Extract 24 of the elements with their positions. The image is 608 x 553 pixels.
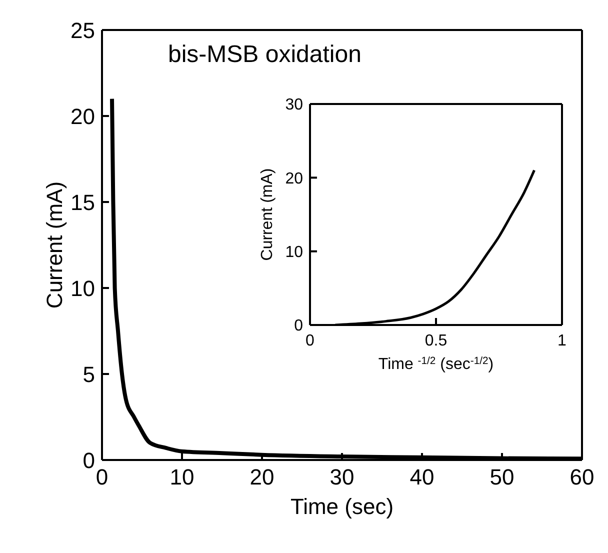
y-tick-label: 30 <box>285 96 304 114</box>
y-tick-label: 10 <box>285 244 304 262</box>
y-tick-label: 0 <box>82 448 95 473</box>
x-tick-label: 0 <box>306 332 315 350</box>
x-tick-label: 30 <box>330 464 354 490</box>
x-tick-label: 1 <box>558 332 567 350</box>
y-tick-label: 10 <box>70 276 95 301</box>
y-tick-label: 0 <box>294 318 304 335</box>
y-tick-label: 20 <box>70 104 95 129</box>
text: bis-MSB oxidation <box>168 41 362 69</box>
x-tick-label: 20 <box>250 464 274 490</box>
x-tick-label: 0.5 <box>424 332 448 350</box>
x-tick-label: 50 <box>490 464 514 490</box>
x-axis-title: Time (sec) <box>290 494 394 519</box>
y-tick-label: 25 <box>70 18 95 43</box>
x-axis-title: Time $^{-1/2}$ (sec$^{-1/2}$) <box>378 356 494 373</box>
x-tick-label: 60 <box>570 464 594 490</box>
y-axis-title: Current (mA) <box>42 181 67 309</box>
y-tick-label: 15 <box>70 190 95 215</box>
y-tick-label: 5 <box>82 362 95 387</box>
x-tick-label: 10 <box>170 464 194 490</box>
x-tick-label: 40 <box>410 464 434 490</box>
y-axis-title: Current (mA) <box>259 168 276 261</box>
y-tick-label: 20 <box>285 170 304 188</box>
